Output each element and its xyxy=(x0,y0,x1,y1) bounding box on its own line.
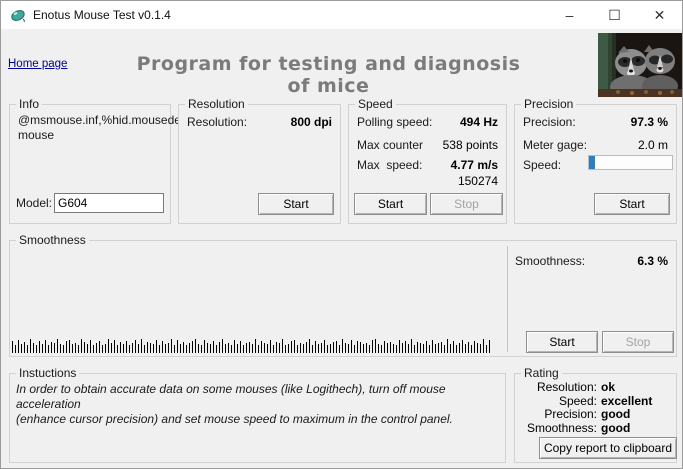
smoothness-divider xyxy=(507,246,508,352)
polling-speed-label: Polling speed: xyxy=(357,115,433,129)
rating-group: Rating Resolution: ok Speed: excellent P… xyxy=(514,366,677,463)
info-legend: Info xyxy=(16,97,43,111)
title-bar: Enotus Mouse Test v0.1.4 – ☐ ✕ xyxy=(1,1,682,29)
precision-label: Precision: xyxy=(523,115,576,129)
rating-smoothness-value: good xyxy=(601,420,631,435)
speed-group: Speed Polling speed: 494 Hz Max counter … xyxy=(348,97,507,224)
smoothness-label: Smoothness: xyxy=(515,254,586,268)
smoothness-group: Smoothness Smoothness: 6.3 % Start Stop xyxy=(9,233,677,357)
resolution-legend: Resolution xyxy=(185,97,248,111)
app-mouse-icon xyxy=(11,10,25,23)
close-button[interactable]: ✕ xyxy=(653,6,666,23)
resolution-value: 800 dpi xyxy=(290,115,332,129)
window-title: Enotus Mouse Test v0.1.4 xyxy=(33,8,171,22)
precision-legend: Precision xyxy=(521,97,577,111)
max-counter-label: Max counter xyxy=(357,138,424,152)
rating-row-smoothness: Smoothness: good xyxy=(515,420,676,436)
resolution-label: Resolution: xyxy=(187,115,248,129)
resolution-start-button[interactable]: Start xyxy=(258,193,334,215)
rating-smoothness-label: Smoothness: xyxy=(526,420,597,435)
smoothness-legend: Smoothness xyxy=(16,233,89,247)
meter-gage-value: 2.0 m xyxy=(637,138,668,152)
smoothness-start-button[interactable]: Start xyxy=(526,331,598,353)
model-label: Model: xyxy=(16,196,53,210)
max-counter-value: 538 points xyxy=(442,138,498,152)
polling-speed-value: 494 Hz xyxy=(459,115,498,129)
rating-precision-value: good xyxy=(601,407,631,421)
speed-legend: Speed xyxy=(355,97,396,111)
smoothness-value: 6.3 % xyxy=(637,254,668,268)
precision-speed-progressbar xyxy=(588,155,673,170)
precision-start-button[interactable]: Start xyxy=(594,193,670,215)
precision-value: 97.3 % xyxy=(630,115,668,129)
model-input[interactable] xyxy=(54,193,164,213)
precision-group: Precision Precision: 97.3 % Meter gage: … xyxy=(514,97,677,224)
instructions-line1: In order to obtain accurate data on some… xyxy=(16,382,446,411)
rating-speed-label: Speed: xyxy=(558,393,597,408)
maximize-button[interactable]: ☐ xyxy=(608,6,621,23)
rating-legend: Rating xyxy=(521,366,562,380)
precision-progress-fill xyxy=(589,156,595,169)
minimize-button[interactable]: – xyxy=(565,7,574,23)
info-group: Info @msmouse.inf,%hid.mousede mouse Mod… xyxy=(9,97,181,224)
home-page-link[interactable]: Home page xyxy=(8,58,68,70)
window-controls: – ☐ ✕ xyxy=(547,1,682,29)
rating-row-speed: Speed: excellent xyxy=(515,393,676,409)
device-info-line2: mouse xyxy=(18,128,55,142)
copy-report-button[interactable]: Copy report to clipboard xyxy=(539,437,677,459)
instructions-legend: Instuctions xyxy=(16,366,80,380)
rating-row-precision: Precision: good xyxy=(515,407,676,422)
smoothness-stop-button[interactable]: Stop xyxy=(602,331,674,353)
instructions-line2: (enhance cursor precision) and set mouse… xyxy=(16,412,453,426)
rating-speed-value: excellent xyxy=(601,393,653,408)
rating-resolution-value: ok xyxy=(601,380,616,394)
max-speed-value: 4.77 m/s xyxy=(450,158,498,172)
rating-resolution-label: Resolution: xyxy=(536,380,597,394)
max-speed-counts: 150274 xyxy=(457,174,498,188)
raccoon-photo xyxy=(598,33,682,97)
instructions-group: Instuctions In order to obtain accurate … xyxy=(9,366,506,463)
speed-stop-button[interactable]: Stop xyxy=(430,193,503,215)
page-title: Program for testing and diagnosis of mic… xyxy=(136,53,521,97)
resolution-group: Resolution Resolution: 800 dpi Start xyxy=(178,97,341,224)
rating-row-resolution: Resolution: ok xyxy=(515,380,676,395)
speed-start-button[interactable]: Start xyxy=(354,193,427,215)
device-info-line1: @msmouse.inf,%hid.mousede xyxy=(18,113,181,127)
max-speed-label: Max speed: xyxy=(357,158,423,172)
meter-gage-label: Meter gage: xyxy=(523,138,588,152)
rating-precision-label: Precision: xyxy=(544,407,597,421)
smoothness-bars xyxy=(12,339,490,353)
precision-speed-label: Speed: xyxy=(523,158,562,172)
